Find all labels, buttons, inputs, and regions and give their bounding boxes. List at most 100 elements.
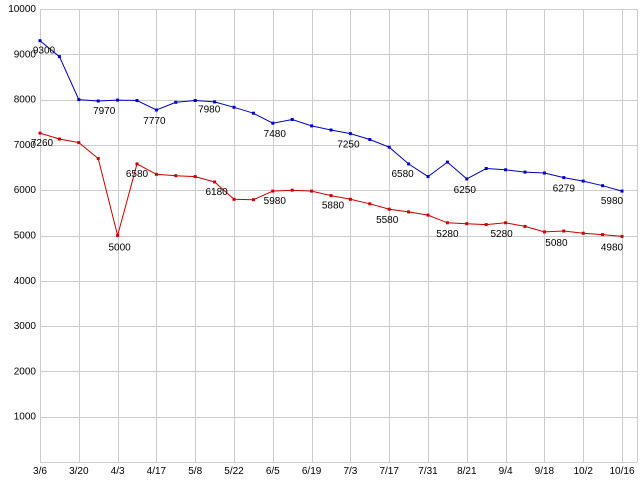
y-tick-label: 9000: [14, 49, 37, 60]
blue-series-marker: [57, 55, 61, 59]
red-series-marker: [310, 189, 314, 193]
y-tick-label: 8000: [14, 95, 37, 106]
point-label: 7970: [93, 106, 116, 117]
blue-series-marker: [251, 111, 255, 115]
annotations: 9300 7970 7770 7980 7480 7250 6580 6250 6279 5980…: [31, 46, 624, 254]
y-tick-label: 1000: [14, 412, 37, 423]
y-tick-label: 4000: [14, 276, 37, 287]
blue-series-marker: [310, 124, 314, 128]
blue-series-marker: [38, 39, 42, 43]
red-series-marker: [116, 234, 120, 237]
blue-series-marker: [484, 167, 488, 170]
point-label: 7770: [143, 116, 166, 127]
red-series-marker: [504, 221, 508, 225]
x-tick-label: 4/17: [147, 466, 167, 477]
x-axis-labels: 3/6 3/20 4/3 4/17 5/8 5/22 6/5 6/19 7/3 7/17 7/31 8…: [33, 466, 635, 477]
blue-series-marker: [601, 184, 605, 188]
x-tick-label: 4/3: [111, 466, 125, 477]
blue-series-marker: [174, 100, 178, 104]
blue-series-marker: [523, 170, 527, 174]
point-label: 5000: [108, 243, 131, 254]
red-series-marker: [77, 141, 81, 145]
red-series-marker: [581, 231, 585, 235]
point-label: 9300: [33, 46, 56, 57]
x-tick-label: 6/5: [266, 466, 280, 477]
blue-series-marker: [542, 171, 546, 175]
red-series-marker: [368, 202, 372, 206]
blue-series-marker: [620, 189, 624, 193]
point-label: 6250: [454, 185, 477, 196]
red-series-marker: [271, 189, 275, 193]
point-label: 6180: [205, 187, 228, 198]
point-label: 5980: [264, 196, 287, 207]
blue-series-marker: [193, 99, 197, 102]
blue-series-marker: [213, 100, 217, 104]
red-series-marker: [96, 157, 100, 160]
y-tick-label: 7000: [14, 140, 37, 151]
x-tick-label: 10/2: [573, 466, 593, 477]
point-label: 6580: [391, 169, 414, 180]
point-label: 5980: [601, 196, 624, 207]
x-tick-label: 6/19: [302, 466, 322, 477]
blue-series-marker: [504, 168, 508, 172]
blue-series-marker: [96, 99, 100, 103]
blue-series-marker: [329, 128, 333, 132]
x-tick-label: 10/16: [609, 466, 634, 477]
red-series-marker: [562, 229, 566, 233]
red-series-marker: [348, 197, 352, 201]
point-label: 6279: [553, 184, 576, 195]
point-label: 5280: [490, 229, 513, 240]
y-tick-label: 5000: [14, 231, 37, 242]
blue-series-marker: [581, 179, 585, 183]
red-series-marker: [135, 162, 139, 166]
red-series-marker: [445, 221, 449, 225]
red-series-marker: [290, 188, 294, 192]
blue-series-marker: [465, 177, 469, 181]
red-series-marker: [620, 234, 624, 238]
red-series-marker: [251, 198, 255, 202]
red-series-marker: [232, 197, 236, 201]
x-tick-label: 7/3: [343, 466, 357, 477]
x-tick-label: 3/20: [69, 466, 89, 477]
red-series-marker: [174, 174, 178, 178]
red-series-marker: [426, 213, 430, 217]
blue-series-marker: [348, 132, 352, 136]
blue-series-marker: [271, 121, 275, 125]
blue-series-marker: [232, 105, 236, 109]
blue-series-marker: [426, 175, 430, 179]
x-tick-label: 5/8: [188, 466, 202, 477]
red-series-marker: [193, 175, 197, 179]
red-series-marker: [38, 131, 42, 135]
x-tick-label: 3/6: [33, 466, 47, 477]
red-series-group: [38, 131, 624, 238]
x-tick-label: 7/17: [379, 466, 399, 477]
point-label: 7980: [198, 105, 221, 116]
blue-series-marker: [445, 160, 449, 164]
blue-series-marker: [290, 118, 294, 121]
point-label: 5580: [376, 215, 399, 226]
point-label: 5080: [545, 238, 568, 249]
y-tick-label: 2000: [14, 366, 37, 377]
y-axis-labels: 1000 2000 3000 4000 5000 6000 7000 8000 9000 1000…: [8, 4, 36, 423]
point-label: 5280: [436, 229, 459, 240]
blue-series-group: [38, 39, 624, 193]
red-series-marker: [407, 210, 411, 214]
blue-series-marker: [562, 176, 566, 180]
blue-series-marker: [77, 98, 81, 102]
point-label: 6580: [126, 169, 149, 180]
x-tick-label: 7/31: [418, 466, 438, 477]
red-series-marker: [465, 222, 469, 226]
blue-series-marker: [387, 145, 391, 149]
red-series-marker: [213, 180, 217, 184]
x-tick-label: 5/22: [224, 466, 244, 477]
y-tick-label: 6000: [14, 185, 37, 196]
x-tick-label: 9/4: [499, 466, 513, 477]
y-tick-label: 3000: [14, 321, 37, 332]
point-label: 7260: [31, 138, 54, 149]
blue-series-marker: [135, 99, 139, 102]
blue-series-marker: [154, 108, 158, 112]
x-tick-label: 9/18: [535, 466, 555, 477]
